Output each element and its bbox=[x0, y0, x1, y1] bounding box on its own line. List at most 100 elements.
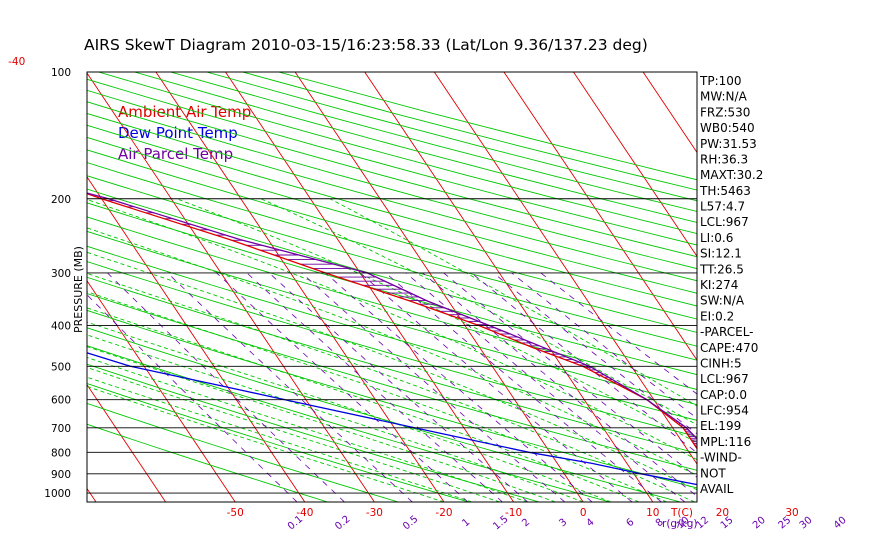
temp-unit-label: T(C) bbox=[670, 507, 693, 519]
pressure-label-500: 500 bbox=[51, 361, 71, 373]
y-axis-label: PRESSURE (MB) bbox=[72, 246, 85, 333]
index-item: CINH:5 bbox=[700, 357, 742, 371]
mixing-ratio-line bbox=[359, 272, 633, 502]
moist-adiabat-line bbox=[87, 199, 697, 461]
index-item: -WIND- bbox=[700, 451, 742, 465]
bottom-temp-tick: -10 bbox=[505, 507, 522, 519]
dry-adiabat-line bbox=[87, 363, 540, 502]
mixing-ratio-line bbox=[422, 272, 697, 497]
mixing-ratio-label: 3 bbox=[557, 517, 569, 530]
mixing-ratio-label: 4 bbox=[585, 517, 597, 530]
mixing-ratio-line bbox=[471, 272, 697, 454]
dry-adiabat-line bbox=[87, 202, 697, 376]
dry-adiabat-line bbox=[87, 149, 697, 320]
dry-adiabat-line bbox=[87, 293, 697, 471]
mixing-ratio-line bbox=[493, 272, 697, 435]
mixing-ratio-label: 0.5 bbox=[401, 514, 420, 533]
dry-adiabat-line bbox=[87, 276, 697, 454]
legend-entry: Ambient Air Temp bbox=[118, 103, 251, 121]
pressure-label-200: 200 bbox=[51, 194, 71, 206]
mixing-ratio-line bbox=[405, 272, 686, 502]
mixing-ratio-label: 0.2 bbox=[333, 514, 352, 533]
pressure-label-100: 100 bbox=[51, 67, 71, 79]
dry-adiabat-line bbox=[87, 245, 697, 421]
mixing-ratio-line bbox=[216, 272, 469, 502]
mixing-ratio-line bbox=[385, 272, 662, 502]
ambient-temp-line bbox=[87, 193, 697, 450]
index-item: SI:12.1 bbox=[700, 247, 742, 261]
dry-adiabat-line bbox=[87, 309, 697, 489]
mixing-ratio-line bbox=[268, 272, 529, 502]
mixing-ratio-label: 6 bbox=[625, 517, 637, 530]
index-item: -PARCEL- bbox=[700, 325, 754, 339]
index-item: SW:N/A bbox=[700, 294, 745, 308]
index-item: FRZ:530 bbox=[700, 105, 750, 119]
dry-adiabat-line bbox=[87, 188, 697, 361]
isotherm-line bbox=[87, 72, 375, 502]
index-item: MPL:116 bbox=[700, 435, 751, 449]
moist-adiabat-line bbox=[176, 198, 697, 444]
dry-adiabat-line bbox=[87, 383, 469, 502]
moist-adiabat-line bbox=[87, 307, 640, 502]
dry-adiabat-line bbox=[87, 101, 697, 270]
index-item: EL:199 bbox=[700, 419, 741, 433]
moist-adiabat-line bbox=[87, 376, 472, 502]
index-item: MW:N/A bbox=[700, 90, 748, 104]
mixing-ratio-label: 1 bbox=[460, 517, 472, 530]
isotherm-line bbox=[155, 72, 445, 502]
moist-adiabat-line bbox=[87, 227, 697, 476]
mixing-ratio-label: 30 bbox=[798, 515, 815, 532]
index-item: NOT bbox=[700, 466, 726, 480]
dry-adiabat-line bbox=[87, 261, 697, 438]
index-item: L57:4.7 bbox=[700, 200, 745, 214]
dry-adiabat-line bbox=[87, 402, 399, 502]
bottom-temp-tick: -30 bbox=[366, 507, 383, 519]
bottom-temp-tick: -20 bbox=[435, 507, 452, 519]
mixing-ratio-label: 8 bbox=[654, 517, 666, 530]
index-item: LCL:967 bbox=[700, 215, 749, 229]
moist-adiabat-line bbox=[87, 321, 612, 502]
index-item: MAXT:30.2 bbox=[700, 168, 763, 182]
mixing-ratio-line bbox=[511, 272, 697, 419]
index-item: LI:0.6 bbox=[700, 231, 733, 245]
bottom-temp-tick: -50 bbox=[227, 507, 244, 519]
bottom-temp-tick: 10 bbox=[646, 507, 659, 519]
dry-adiabat-line bbox=[87, 423, 328, 502]
index-item: KI:274 bbox=[700, 278, 738, 292]
dry-adiabat-line bbox=[87, 89, 697, 258]
top-temp-tick: -40 bbox=[8, 56, 25, 68]
bottom-temp-tick: -40 bbox=[296, 507, 313, 519]
mixing-ratio-unit-label: r(g/kg) bbox=[662, 518, 697, 530]
moist-adiabat-line bbox=[87, 385, 445, 502]
dry-adiabat-line bbox=[242, 72, 697, 191]
mixing-ratio-line bbox=[301, 272, 566, 502]
index-item: PW:31.53 bbox=[700, 137, 757, 151]
mixing-ratio-line bbox=[325, 272, 593, 502]
moist-adiabat-line bbox=[87, 272, 695, 502]
index-item: TT:26.5 bbox=[699, 262, 744, 276]
dry-adiabat-line bbox=[87, 162, 697, 333]
dry-adiabat-line bbox=[87, 216, 697, 390]
pressure-label-800: 800 bbox=[51, 447, 71, 459]
mixing-ratio-label: 2 bbox=[520, 517, 532, 530]
index-item: RH:36.3 bbox=[700, 153, 748, 167]
moist-adiabat-line bbox=[87, 356, 528, 502]
moist-adiabat-line bbox=[87, 346, 556, 502]
dry-adiabat-line bbox=[87, 230, 697, 406]
dew-point-line bbox=[87, 352, 697, 486]
isotherm-line bbox=[87, 279, 236, 502]
moist-adiabat-line bbox=[87, 291, 667, 502]
index-item: TH:5463 bbox=[699, 184, 751, 198]
index-item: LFC:954 bbox=[700, 404, 749, 418]
mixing-ratio-line bbox=[167, 272, 413, 502]
dry-adiabat-line bbox=[87, 136, 697, 307]
dry-adiabat-line bbox=[206, 72, 697, 202]
isotherm-line bbox=[87, 383, 166, 502]
moist-adiabat-line bbox=[87, 367, 500, 502]
legend-entry: Air Parcel Temp bbox=[118, 145, 233, 163]
bottom-temp-tick: 20 bbox=[716, 507, 729, 519]
index-item: CAPE:470 bbox=[700, 341, 758, 355]
index-item: EI:0.2 bbox=[700, 309, 734, 323]
dry-adiabat-line bbox=[87, 175, 697, 347]
